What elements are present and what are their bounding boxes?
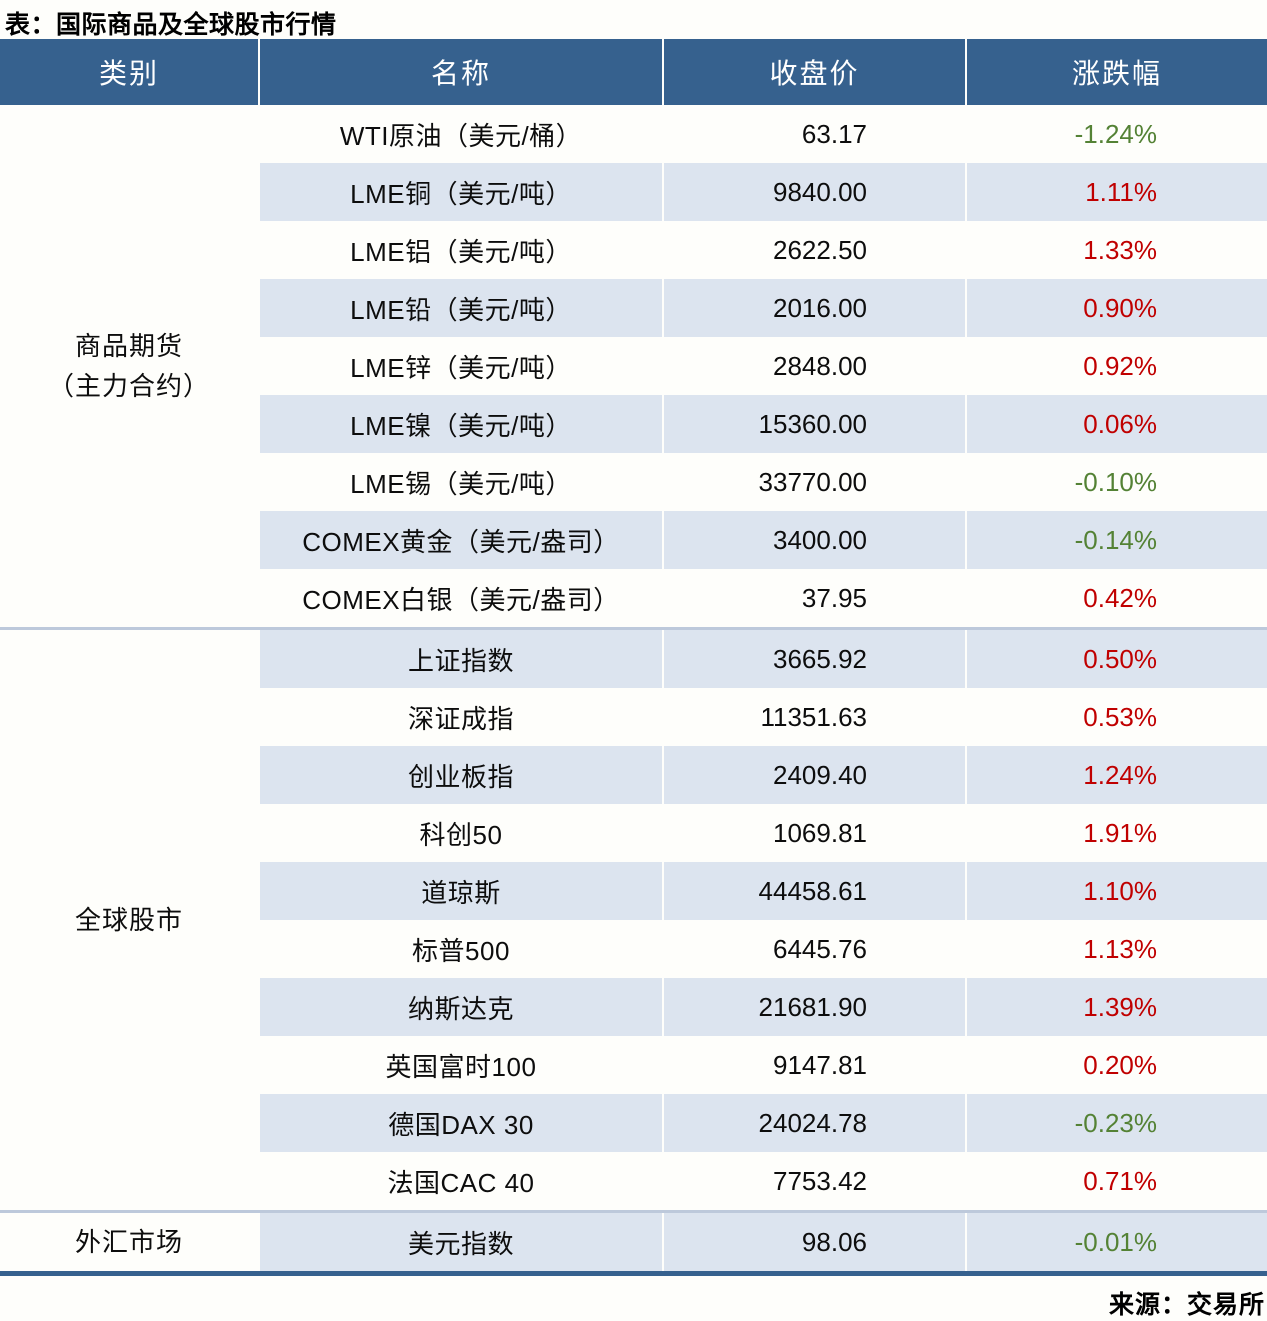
instrument-name-cell: 创业板指 bbox=[259, 746, 664, 804]
col-header-category: 类别 bbox=[0, 39, 260, 105]
table-row: LME铅（美元/吨） 2016.00 0.90% bbox=[0, 279, 1267, 337]
close-price-cell: 15360.00 bbox=[663, 395, 967, 453]
change-percent-cell: 1.10% bbox=[966, 862, 1267, 920]
category-cell: 全球股市 bbox=[0, 627, 260, 1212]
instrument-name-cell: LME铅（美元/吨） bbox=[259, 279, 664, 337]
change-percent-cell: 0.06% bbox=[966, 395, 1267, 453]
close-price-cell: 24024.78 bbox=[663, 1094, 967, 1152]
change-percent-cell: 1.11% bbox=[966, 163, 1267, 221]
category-cell: 商品期货 （主力合约） bbox=[0, 105, 260, 629]
close-price-cell: 33770.00 bbox=[663, 453, 967, 511]
close-price-cell: 98.06 bbox=[663, 1210, 967, 1274]
change-percent-cell: -1.24% bbox=[1074, 118, 1157, 149]
close-price-cell: 11351.63 bbox=[663, 688, 967, 746]
change-percent-cell: -0.10% bbox=[1074, 466, 1157, 497]
change-percent-cell: 1.33% bbox=[1083, 234, 1157, 265]
instrument-name-cell: 英国富时100 bbox=[259, 1036, 664, 1094]
change-percent-cell: 0.20% bbox=[1083, 1049, 1157, 1080]
change-percent-cell: 1.39% bbox=[966, 978, 1267, 1036]
instrument-name-cell: COMEX黄金（美元/盎司） bbox=[259, 511, 664, 569]
instrument-name-cell: 德国DAX 30 bbox=[259, 1094, 664, 1152]
instrument-name-cell: 科创50 bbox=[259, 804, 664, 862]
instrument-name-cell: 美元指数 bbox=[259, 1210, 664, 1274]
table-row: LME锡（美元/吨） 33770.00 -0.10% bbox=[0, 453, 1267, 511]
change-percent-cell: -0.01% bbox=[966, 1210, 1267, 1274]
category-label-line: 商品期货 bbox=[74, 330, 183, 361]
table-row: LME镍（美元/吨） 15360.00 0.06% bbox=[0, 395, 1267, 453]
close-price-cell: 37.95 bbox=[663, 569, 967, 629]
table-row: LME铜（美元/吨） 9840.00 1.11% bbox=[0, 163, 1267, 221]
instrument-name-cell: 道琼斯 bbox=[259, 862, 664, 920]
instrument-name-cell: LME铝（美元/吨） bbox=[259, 221, 664, 279]
close-price-cell: 2622.50 bbox=[663, 221, 967, 279]
change-percent-cell: 1.13% bbox=[1083, 933, 1157, 964]
table-row: COMEX白银（美元/盎司） 37.95 0.42% bbox=[0, 569, 1267, 629]
table-row: 道琼斯 44458.61 1.10% bbox=[0, 862, 1267, 920]
category-label-line: 全球股市 bbox=[74, 904, 183, 935]
close-price-cell: 7753.42 bbox=[663, 1152, 967, 1212]
change-percent-cell: 0.90% bbox=[966, 279, 1267, 337]
instrument-name-cell: LME锌（美元/吨） bbox=[259, 337, 664, 395]
col-header-change: 涨跌幅 bbox=[966, 39, 1267, 105]
close-price-cell: 9147.81 bbox=[663, 1036, 967, 1094]
category-label-line: （主力合约） bbox=[47, 371, 210, 401]
instrument-name-cell: WTI原油（美元/桶） bbox=[259, 105, 664, 163]
close-price-cell: 2848.00 bbox=[663, 337, 967, 395]
instrument-name-cell: 深证成指 bbox=[259, 688, 664, 746]
close-price-cell: 6445.76 bbox=[663, 920, 967, 978]
change-percent-cell: 1.91% bbox=[1083, 817, 1157, 848]
table-body: 商品期货 （主力合约） WTI原油（美元/桶） 63.17 -1.24% LME铜（美元/… bbox=[0, 105, 1267, 1274]
table-row: 法国CAC 40 7753.42 0.71% bbox=[0, 1152, 1267, 1212]
source-note: 来源：交易所 bbox=[1108, 1291, 1265, 1319]
table-row: 标普500 6445.76 1.13% bbox=[0, 920, 1267, 978]
change-percent-cell: 0.92% bbox=[1083, 350, 1157, 381]
table-row: LME铝（美元/吨） 2622.50 1.33% bbox=[0, 221, 1267, 279]
change-percent-cell: 0.53% bbox=[1083, 701, 1157, 732]
col-header-close: 收盘价 bbox=[663, 39, 967, 105]
table-row: 商品期货 （主力合约） WTI原油（美元/桶） 63.17 -1.24% bbox=[0, 105, 1267, 629]
close-price-cell: 3400.00 bbox=[663, 511, 967, 569]
table-row: 纳斯达克 21681.90 1.39% bbox=[0, 978, 1267, 1036]
close-price-cell: 3665.92 bbox=[663, 627, 967, 688]
close-price-cell: 63.17 bbox=[663, 105, 967, 163]
table-row: 创业板指 2409.40 1.24% bbox=[0, 746, 1267, 804]
close-price-cell: 9840.00 bbox=[663, 163, 967, 221]
instrument-name-cell: LME锡（美元/吨） bbox=[259, 453, 664, 511]
close-price-cell: 21681.90 bbox=[663, 978, 967, 1036]
category-cell: 外汇市场 bbox=[0, 1210, 260, 1274]
instrument-name-cell: COMEX白银（美元/盎司） bbox=[259, 569, 664, 629]
col-header-name: 名称 bbox=[259, 39, 664, 105]
instrument-name-cell: 标普500 bbox=[259, 920, 664, 978]
instrument-name-cell: 上证指数 bbox=[259, 627, 664, 688]
table-header: 类别 名称 收盘价 涨跌幅 bbox=[0, 39, 1267, 105]
table-row: 深证成指 11351.63 0.53% bbox=[0, 688, 1267, 746]
change-percent-cell: -0.14% bbox=[966, 511, 1267, 569]
close-price-cell: 2409.40 bbox=[663, 746, 967, 804]
market-table: 类别 名称 收盘价 涨跌幅 商品期货 （主力合约） WTI原油（美元/桶） 63.17… bbox=[0, 39, 1267, 1276]
change-percent-cell: 0.42% bbox=[1083, 582, 1157, 613]
change-percent-cell: 1.24% bbox=[966, 746, 1267, 804]
header-row: 类别 名称 收盘价 涨跌幅 bbox=[0, 39, 1267, 105]
table-title: 表：国际商品及全球股市行情 bbox=[5, 11, 337, 39]
table-row: 德国DAX 30 24024.78 -0.23% bbox=[0, 1094, 1267, 1152]
table-row: 英国富时100 9147.81 0.20% bbox=[0, 1036, 1267, 1094]
change-percent-cell: 0.71% bbox=[1083, 1165, 1157, 1196]
change-percent-cell: 0.50% bbox=[966, 627, 1267, 688]
close-price-cell: 44458.61 bbox=[663, 862, 967, 920]
close-price-cell: 2016.00 bbox=[663, 279, 967, 337]
instrument-name-cell: LME镍（美元/吨） bbox=[259, 395, 664, 453]
instrument-name-cell: 纳斯达克 bbox=[259, 978, 664, 1036]
table-row: 全球股市 上证指数 3665.92 0.50% bbox=[0, 627, 1267, 1212]
table-row: COMEX黄金（美元/盎司） 3400.00 -0.14% bbox=[0, 511, 1267, 569]
instrument-name-cell: LME铜（美元/吨） bbox=[259, 163, 664, 221]
table-row: 科创50 1069.81 1.91% bbox=[0, 804, 1267, 862]
close-price-cell: 1069.81 bbox=[663, 804, 967, 862]
change-percent-cell: -0.23% bbox=[966, 1094, 1267, 1152]
table-row: 外汇市场 美元指数 98.06 -0.01% bbox=[0, 1210, 1267, 1274]
instrument-name-cell: 法国CAC 40 bbox=[259, 1152, 664, 1212]
category-label-line: 外汇市场 bbox=[74, 1226, 183, 1257]
table-row: LME锌（美元/吨） 2848.00 0.92% bbox=[0, 337, 1267, 395]
